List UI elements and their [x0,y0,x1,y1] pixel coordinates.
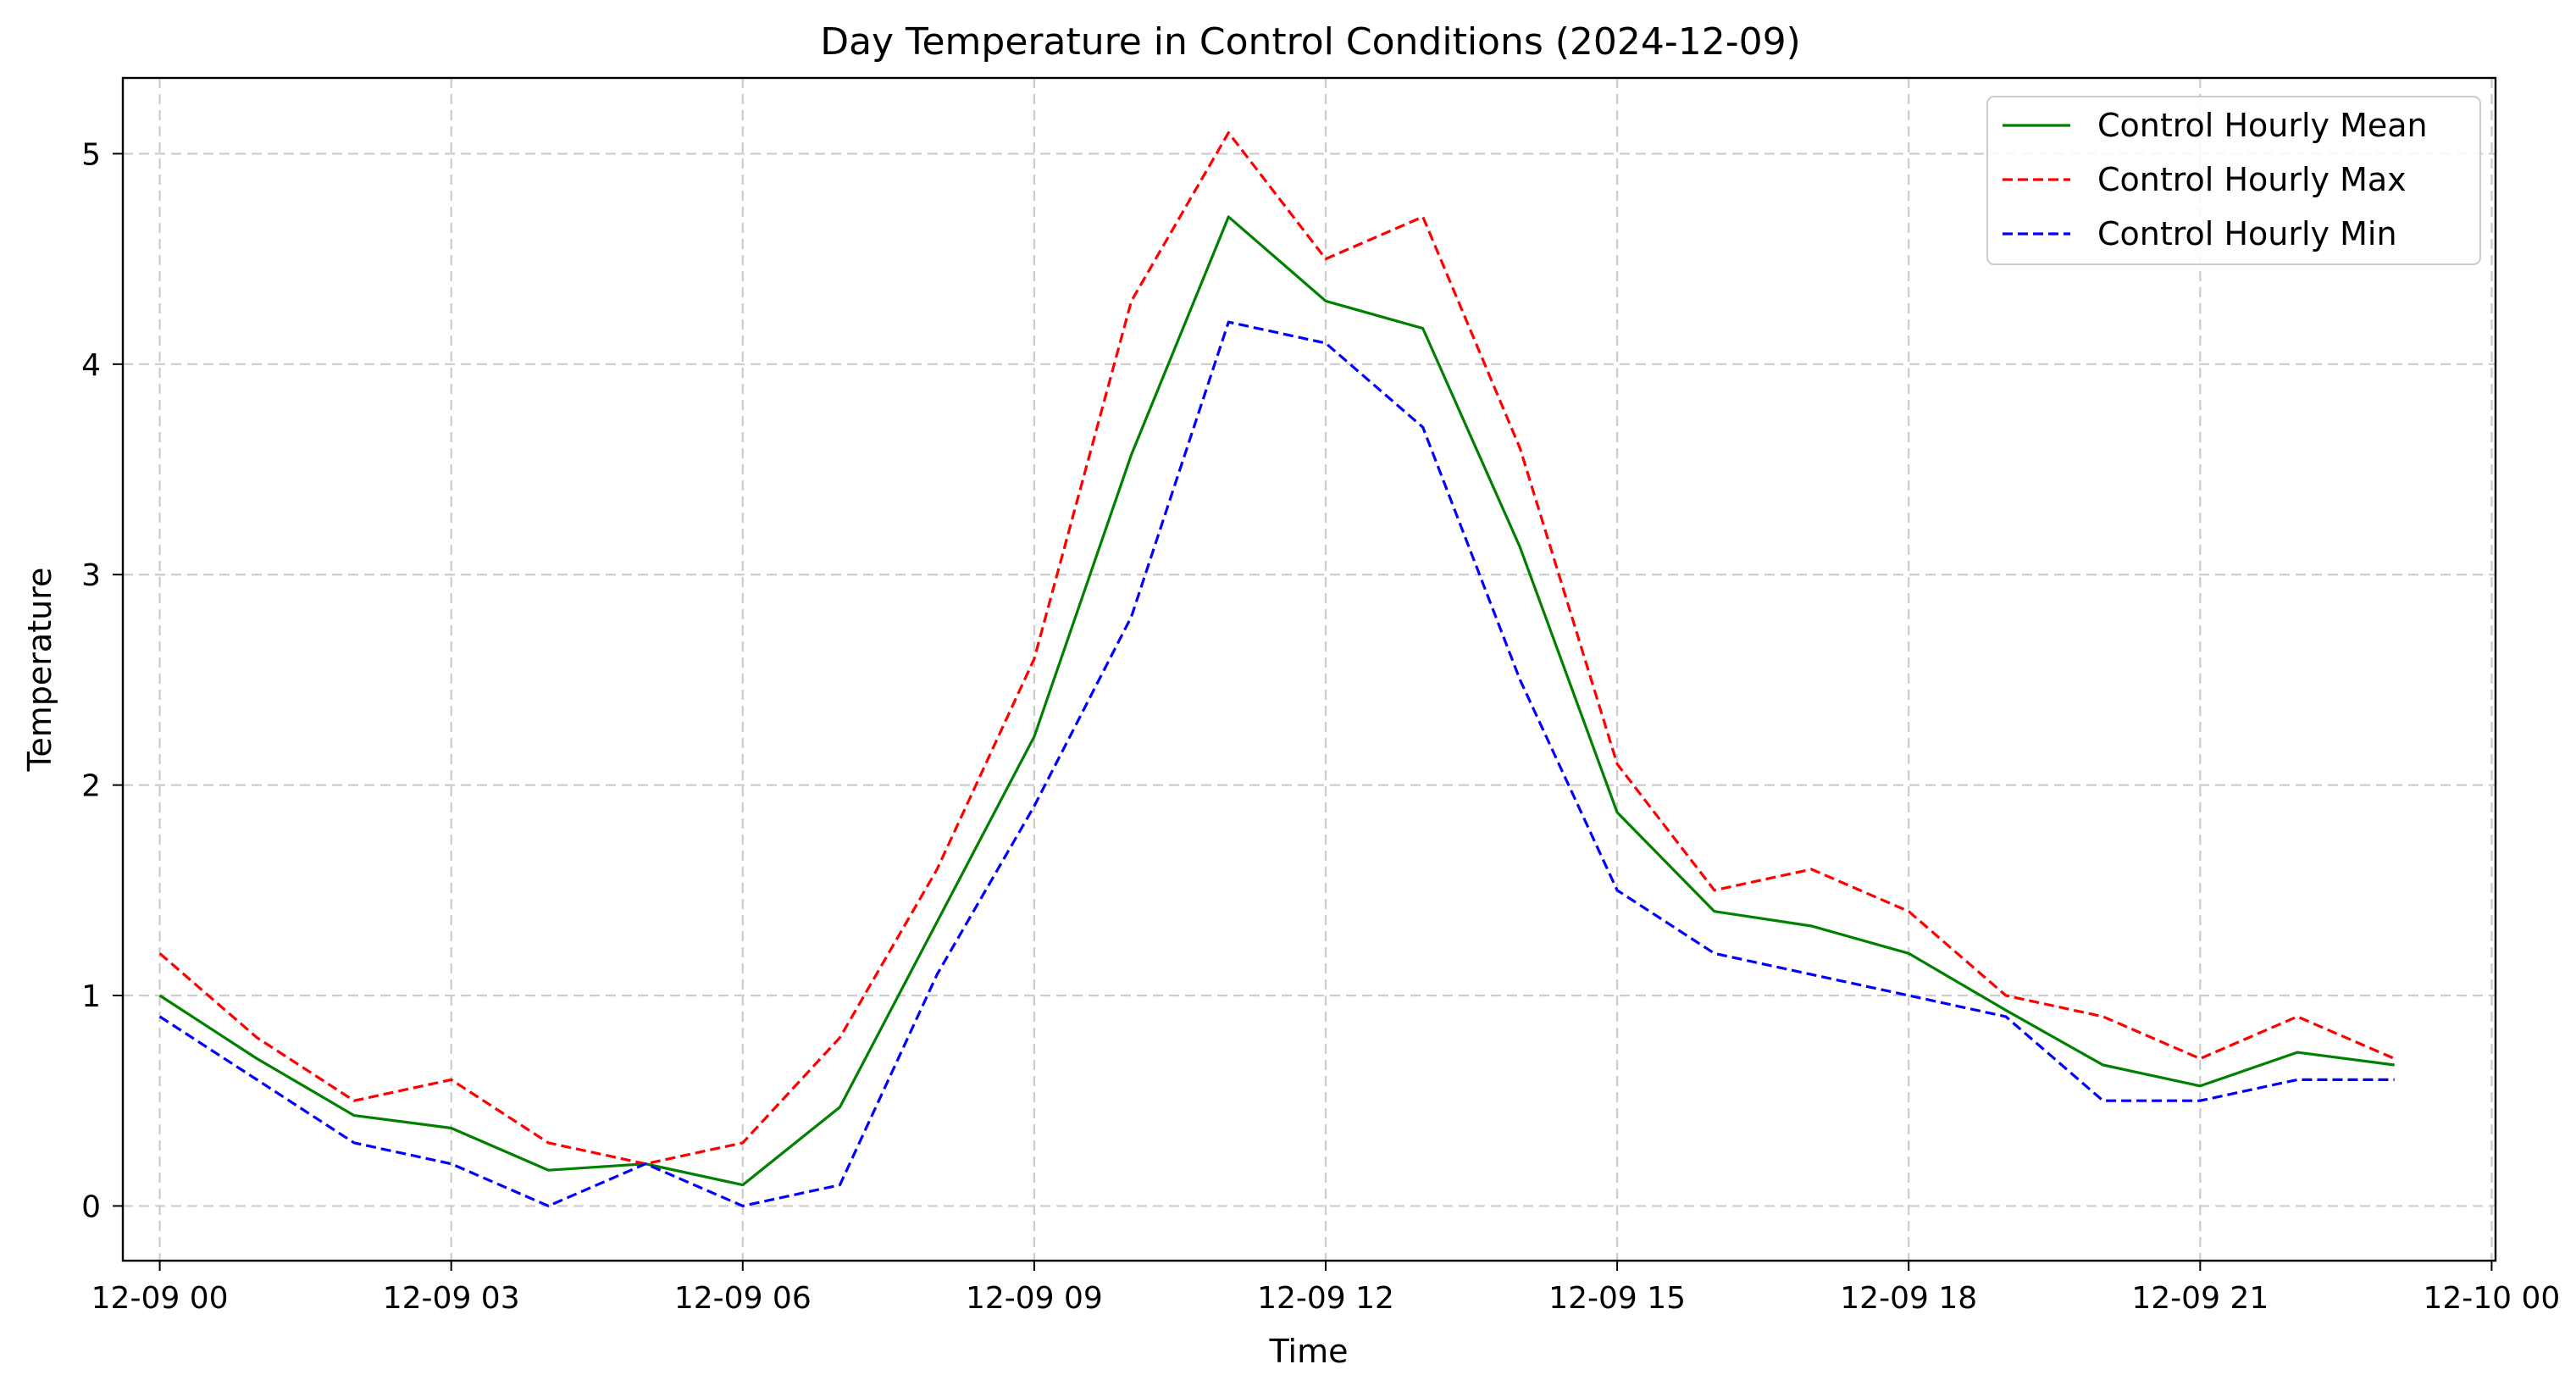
series-line-control-hourly-max [158,131,2396,1166]
legend-entry-min: Control Hourly Min [2003,215,2397,252]
legend-label-max: Control Hourly Max [2097,161,2407,198]
x-tick-label: 12-10 00 [2423,1281,2560,1316]
legend-box [1986,96,2481,265]
series-control-hourly-max [158,131,2396,1166]
grid [123,78,2496,1261]
y-axis: 0 1 2 3 4 5 [81,137,123,1224]
legend: Control Hourly Mean Control Hourly Max C… [1986,96,2481,265]
series-control-hourly-min [158,320,2395,1208]
x-tick-label: 12-09 09 [966,1281,1103,1316]
y-axis-label: Temperature [21,568,58,773]
series-line-control-hourly-min [158,320,2395,1208]
x-axis-label: Time [1269,1333,1349,1370]
y-tick-label: 5 [81,137,101,172]
y-tick-label: 0 [81,1190,101,1224]
legend-label-mean: Control Hourly Mean [2097,107,2428,144]
y-tick-label: 1 [81,979,101,1014]
legend-entry-max: Control Hourly Max [2003,161,2407,198]
x-tick-label: 12-09 00 [91,1281,229,1316]
y-tick-label: 3 [81,558,101,593]
x-tick-label: 12-09 06 [674,1281,812,1316]
y-tick-label: 2 [81,769,101,804]
x-tick-label: 12-09 15 [1548,1281,1686,1316]
legend-entry-mean: Control Hourly Mean [2003,107,2428,144]
plot-area-frame [121,76,2497,1262]
x-tick-label: 12-09 03 [383,1281,520,1316]
series-control-hourly-mean [158,215,2395,1187]
chart-title: Day Temperature in Control Conditions (2… [820,20,1801,64]
x-tick-label: 12-09 18 [1840,1281,1977,1316]
legend-label-min: Control Hourly Min [2097,215,2397,252]
series-lines [158,131,2396,1208]
x-tick-label: 12-09 12 [1257,1281,1394,1316]
series-line-control-hourly-mean [158,215,2395,1187]
x-axis: 12-09 00 12-09 03 12-09 06 12-09 09 12-09 12… [91,1261,2560,1316]
y-tick-label: 4 [81,348,101,383]
x-tick-label: 12-09 21 [2131,1281,2269,1316]
